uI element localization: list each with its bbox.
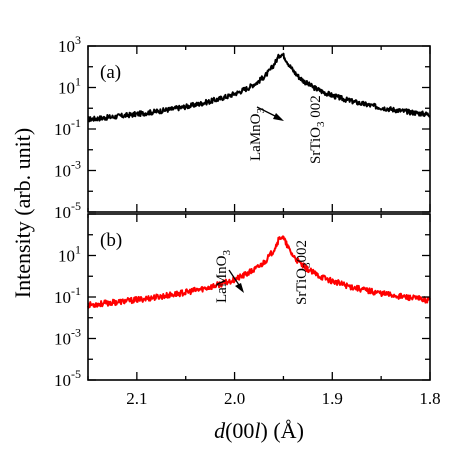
x-tick-label: 2.0 <box>224 389 245 408</box>
annotation-text: SrTiO3 002 <box>308 95 327 164</box>
y-tick-labels-b: 101 10-1 10-3 10-5 <box>54 243 81 391</box>
y-tick-label: 103 <box>58 33 81 56</box>
x-tick-labels: 2.1 2.0 1.9 1.8 <box>126 389 440 408</box>
annotation-text: LaMnO3 <box>214 250 233 304</box>
y-tick-labels-a: 103 101 10-1 10-3 10-5 <box>54 33 81 222</box>
panel-label-a: (a) <box>100 62 121 83</box>
y-tick-label: 10-1 <box>54 284 81 307</box>
x-axis-title: d(00l) (Å) <box>214 418 304 443</box>
y-tick-label: 10-3 <box>54 158 81 181</box>
y-axis-title: Intensity (arb. unit) <box>10 128 35 298</box>
y-tick-label: 101 <box>58 75 81 98</box>
annotation-lamno3-a: LaMnO3 <box>248 108 267 162</box>
ticks-a <box>87 45 431 213</box>
y-tick-label: 10-5 <box>54 199 81 222</box>
panel-b: 101 10-1 10-3 10-5 (b) LaMnO3 SrTiO3002 2.1… <box>54 213 441 408</box>
y-tick-label: 101 <box>58 243 81 266</box>
panel-a: 103 101 10-1 10-3 10-5 (a) LaMnO3 SrTiO3 002 <box>54 33 431 222</box>
arrowhead-icon <box>273 113 284 121</box>
x-tick-label: 1.8 <box>419 389 440 408</box>
annotation-srtio3-a: SrTiO3 002 <box>308 95 327 164</box>
series-line-a <box>87 52 431 123</box>
annotation-srtio3-b: SrTiO3002 <box>294 240 313 305</box>
series-line-b <box>87 235 431 309</box>
ticks-b <box>87 213 431 381</box>
panel-label-b: (b) <box>100 230 122 251</box>
x-tick-label: 2.1 <box>126 389 147 408</box>
y-tick-label: 10-5 <box>54 367 81 390</box>
y-tick-label: 10-3 <box>54 326 81 349</box>
annotation-text: SrTiO3002 <box>294 240 313 305</box>
y-tick-label: 10-1 <box>54 116 81 139</box>
arrowhead-icon <box>235 283 244 293</box>
annotation-lamno3-b: LaMnO3 <box>214 250 233 304</box>
annotation-text: LaMnO3 <box>248 108 267 162</box>
x-tick-label: 1.9 <box>322 389 343 408</box>
